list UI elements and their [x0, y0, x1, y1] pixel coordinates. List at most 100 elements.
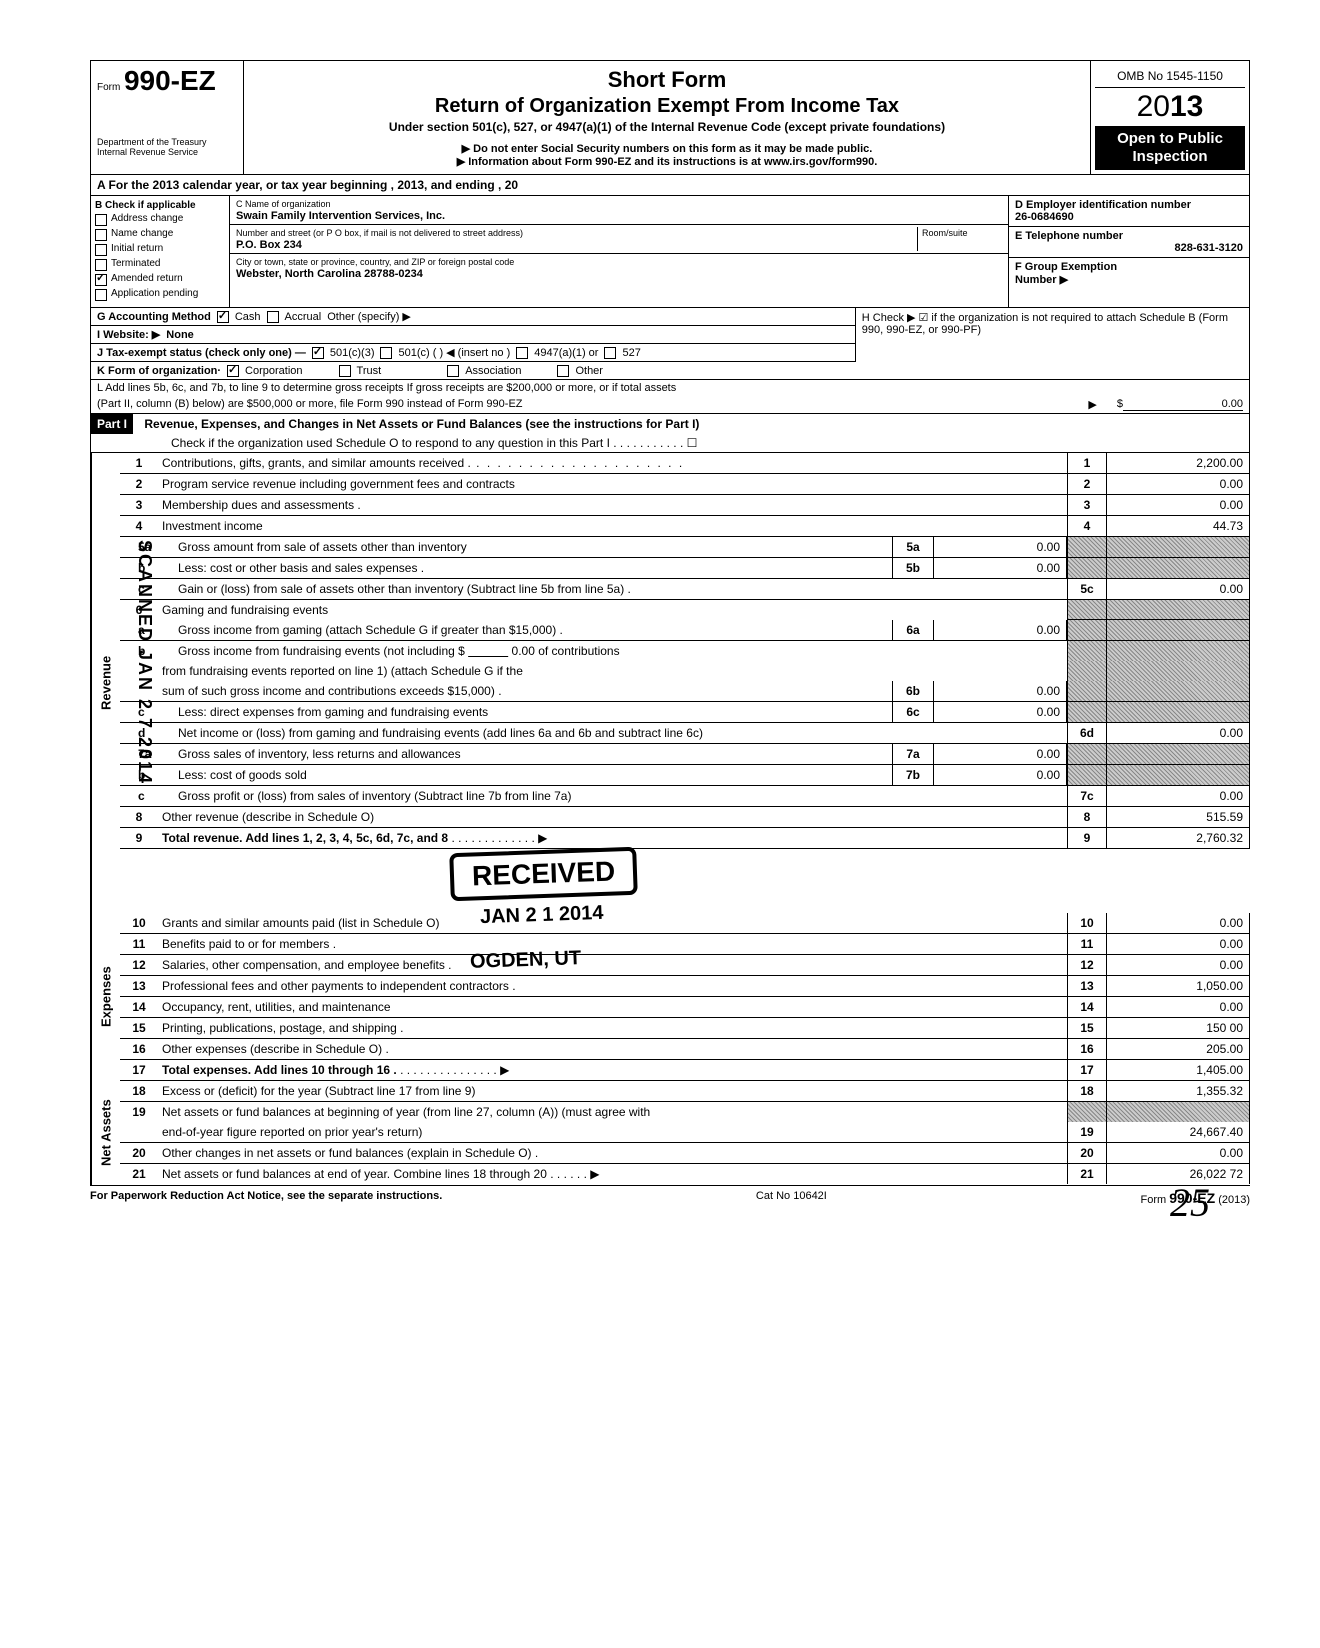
- cb-initial-return[interactable]: Initial return: [95, 243, 225, 256]
- line5c-val: 0.00: [1106, 579, 1249, 599]
- line5a-val: 0.00: [934, 537, 1067, 557]
- cb-address-change[interactable]: Address change: [95, 213, 225, 226]
- cb-application-pending[interactable]: Application pending: [95, 288, 225, 301]
- cb-name-change[interactable]: Name change: [95, 228, 225, 241]
- line14-val: 0.00: [1106, 997, 1249, 1017]
- line6a-val: 0.00: [934, 620, 1067, 640]
- line5b-val: 0.00: [934, 558, 1067, 578]
- phone-label: E Telephone number: [1015, 230, 1123, 242]
- org-name: Swain Family Intervention Services, Inc.: [236, 210, 445, 222]
- form-header: Form 990-EZ Department of the Treasury I…: [90, 60, 1250, 175]
- line7a-val: 0.00: [934, 744, 1067, 764]
- group-exemption: F Group Exemption Number ▶: [1009, 258, 1249, 289]
- line17-desc: Total expenses. Add lines 10 through 16 …: [162, 1063, 397, 1077]
- line6a-desc: Gross income from gaming (attach Schedul…: [174, 620, 892, 640]
- subtitle: Under section 501(c), 527, or 4947(a)(1)…: [252, 120, 1082, 134]
- line13-val: 1,050.00: [1106, 976, 1249, 996]
- cb-cash[interactable]: [217, 311, 229, 323]
- line6b-val: 0.00: [934, 681, 1067, 701]
- line11-desc: Benefits paid to or for members .: [158, 934, 1067, 954]
- i-label: I Website: ▶: [97, 328, 160, 341]
- open-public: Open to Public Inspection: [1095, 126, 1245, 170]
- line7c-val: 0.00: [1106, 786, 1249, 806]
- cb-terminated[interactable]: Terminated: [95, 258, 225, 271]
- line7b-desc: Less: cost of goods sold: [174, 765, 892, 785]
- room-label: Room/suite: [922, 228, 968, 238]
- line19-val: 24,667.40: [1106, 1122, 1249, 1142]
- line7b-val: 0.00: [934, 765, 1067, 785]
- l-value: 0.00: [1123, 398, 1243, 411]
- cb-other-org[interactable]: [557, 365, 569, 377]
- line6-desc: Gaming and fundraising events: [158, 600, 1067, 620]
- k-label: K Form of organization·: [97, 365, 221, 377]
- cb-corporation[interactable]: [227, 365, 239, 377]
- line8-val: 515.59: [1106, 807, 1249, 827]
- cb-501c[interactable]: [380, 347, 392, 359]
- part1-header-row: Part I Revenue, Expenses, and Changes in…: [90, 414, 1250, 453]
- line21-desc: Net assets or fund balances at end of ye…: [162, 1167, 547, 1181]
- form-prefix: Form: [97, 82, 120, 93]
- section-ghijk: G Accounting Method Cash Accrual Other (…: [90, 308, 1250, 380]
- section-bcdef: B Check if applicable Address change Nam…: [90, 196, 1250, 308]
- line10-desc: Grants and similar amounts paid (list in…: [158, 913, 1067, 933]
- line6b-desc3: sum of such gross income and contributio…: [158, 681, 892, 701]
- line9-desc: Total revenue. Add lines 1, 2, 3, 4, 5c,…: [162, 831, 448, 845]
- ein-value: 26-0684690: [1015, 211, 1074, 223]
- website-value: None: [166, 329, 194, 341]
- part1-badge: Part I: [91, 414, 133, 434]
- c-name-label: C Name of organization: [236, 199, 331, 209]
- footer-left: For Paperwork Reduction Act Notice, see …: [90, 1190, 442, 1206]
- ein-label: D Employer identification number: [1015, 199, 1191, 211]
- side-revenue: Revenue: [91, 453, 120, 913]
- line19-desc1: Net assets or fund balances at beginning…: [158, 1102, 1067, 1122]
- part1-title: Revenue, Expenses, and Changes in Net As…: [136, 417, 699, 431]
- org-street: P.O. Box 234: [236, 239, 302, 251]
- line10-val: 0.00: [1106, 913, 1249, 933]
- line8-desc: Other revenue (describe in Schedule O): [158, 807, 1067, 827]
- note-info: ▶ Information about Form 990-EZ and its …: [252, 155, 1082, 168]
- line1-val: 2,200.00: [1106, 453, 1249, 473]
- page-number: 25: [1170, 1179, 1210, 1226]
- cb-trust[interactable]: [339, 365, 351, 377]
- cb-association[interactable]: [447, 365, 459, 377]
- line9-val: 2,760.32: [1106, 828, 1249, 848]
- c-city-label: City or town, state or province, country…: [236, 257, 514, 267]
- cb-accrual[interactable]: [267, 311, 279, 323]
- cb-527[interactable]: [604, 347, 616, 359]
- l-line2: (Part II, column (B) below) are $500,000…: [97, 398, 1088, 411]
- line7a-desc: Gross sales of inventory, less returns a…: [174, 744, 892, 764]
- line1-desc: Contributions, gifts, grants, and simila…: [162, 456, 471, 470]
- line2-val: 0.00: [1106, 474, 1249, 494]
- line15-desc: Printing, publications, postage, and shi…: [158, 1018, 1067, 1038]
- line5c-desc: Gain or (loss) from sale of assets other…: [174, 579, 1067, 599]
- footer: For Paperwork Reduction Act Notice, see …: [90, 1186, 1250, 1206]
- line5b-desc: Less: cost or other basis and sales expe…: [174, 558, 892, 578]
- part1-check-line: Check if the organization used Schedule …: [91, 434, 1249, 452]
- cb-4947[interactable]: [516, 347, 528, 359]
- line4-desc: Investment income: [162, 519, 263, 533]
- l-line1: L Add lines 5b, 6c, and 7b, to line 9 to…: [90, 380, 1250, 396]
- line18-val: 1,355.32: [1106, 1081, 1249, 1101]
- line6b-desc2: from fundraising events reported on line…: [158, 661, 1067, 681]
- line11-val: 0.00: [1106, 934, 1249, 954]
- side-expenses: Expenses: [91, 913, 120, 1081]
- cb-501c3[interactable]: [312, 347, 324, 359]
- line20-val: 0.00: [1106, 1143, 1249, 1163]
- line13-desc: Professional fees and other payments to …: [158, 976, 1067, 996]
- line6d-val: 0.00: [1106, 723, 1249, 743]
- line2-desc: Program service revenue including govern…: [162, 477, 515, 491]
- form-number: 990-EZ: [124, 65, 216, 96]
- line19-desc2: end-of-year figure reported on prior yea…: [158, 1122, 1067, 1142]
- footer-mid: Cat No 10642I: [756, 1190, 827, 1206]
- line3-val: 0.00: [1106, 495, 1249, 515]
- g-label: G Accounting Method: [97, 311, 211, 323]
- line6d-desc: Net income or (loss) from gaming and fun…: [174, 723, 1067, 743]
- line6c-desc: Less: direct expenses from gaming and fu…: [174, 702, 892, 722]
- c-street-label: Number and street (or P O box, if mail i…: [236, 228, 523, 238]
- line4-val: 44.73: [1106, 516, 1249, 536]
- cb-amended-return[interactable]: Amended return: [95, 273, 225, 286]
- tax-year: 2013: [1095, 88, 1245, 126]
- phone-value: 828-631-3120: [1015, 242, 1243, 254]
- line16-desc: Other expenses (describe in Schedule O) …: [158, 1039, 1067, 1059]
- line17-val: 1,405.00: [1106, 1060, 1249, 1080]
